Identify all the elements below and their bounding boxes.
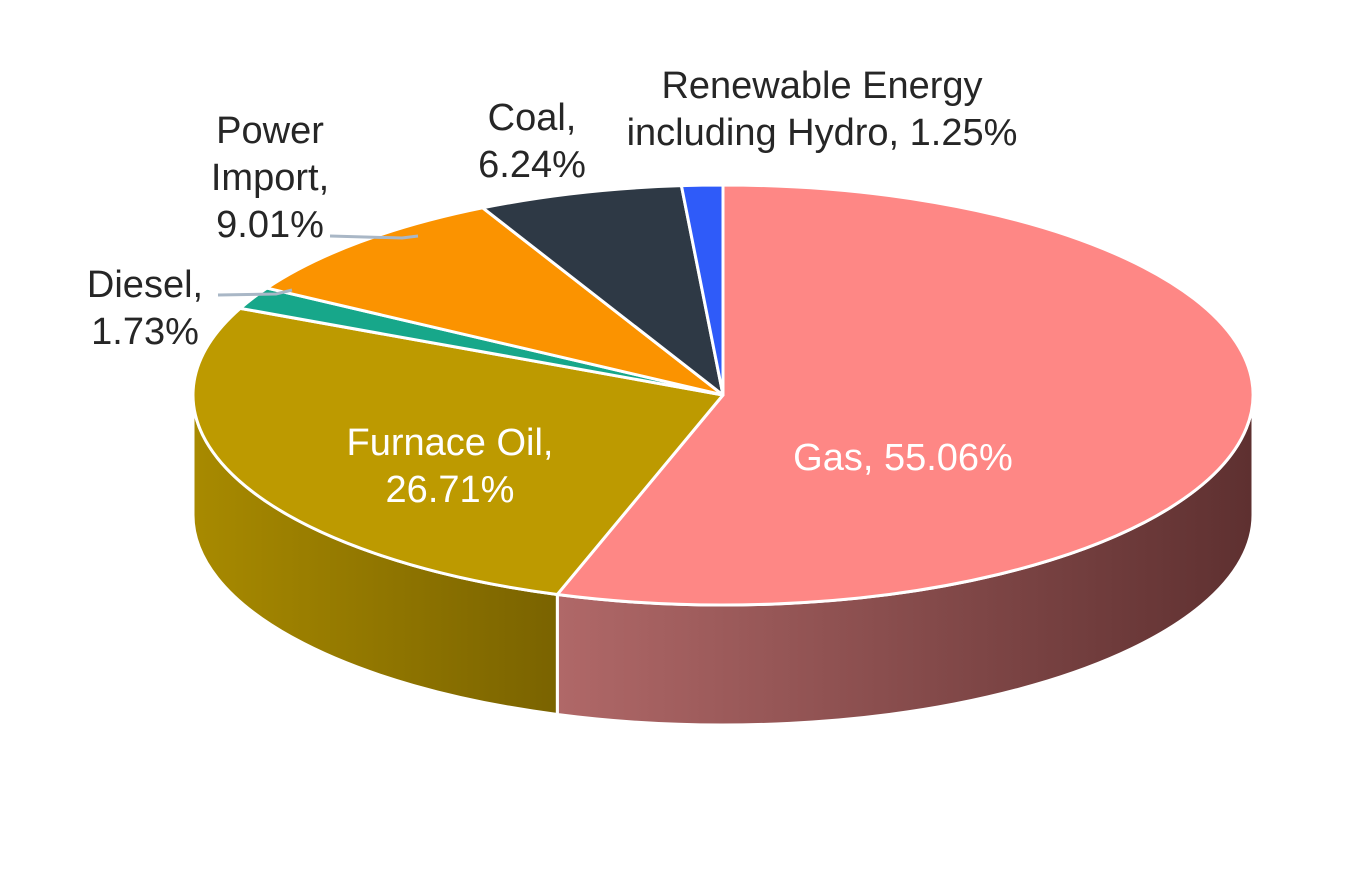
data-label-diesel: Diesel, 1.73% bbox=[87, 264, 203, 353]
data-label-furnace-oil: Furnace Oil, 26.71% bbox=[347, 422, 554, 511]
leader-lines bbox=[217, 234, 419, 297]
data-label-furnace-oil-line: Furnace Oil, bbox=[347, 422, 554, 464]
pie-slice-furnace-oil bbox=[191, 306, 725, 596]
data-label-diesel-line: 1.73% bbox=[91, 311, 199, 353]
pie-slice-gas bbox=[555, 183, 1255, 607]
data-label-power-import: Power Import, 9.01% bbox=[211, 110, 329, 246]
data-label-renewable-energy-line: including Hydro, 1.25% bbox=[627, 112, 1018, 154]
data-label-power-import-line: Import, bbox=[211, 157, 329, 199]
data-label-power-import-line: 9.01% bbox=[216, 204, 324, 246]
pie-slice-coal bbox=[481, 184, 725, 397]
data-label-furnace-oil-line: 26.71% bbox=[386, 469, 515, 511]
data-label-coal-line: Coal, bbox=[488, 97, 577, 139]
data-label-diesel-line: Diesel, bbox=[87, 264, 203, 306]
data-label-gas-line: Gas, 55.06% bbox=[793, 437, 1013, 479]
data-label-power-import-line: Power bbox=[216, 110, 324, 152]
pie-slices bbox=[191, 183, 1255, 607]
data-labels: Gas, 55.06% Furnace Oil, 26.71% Diesel, 1.73… bbox=[87, 65, 1017, 511]
data-label-renewable-energy: Renewable Energy including Hydro, 1.25% bbox=[627, 65, 1018, 154]
leader-line-diesel bbox=[217, 288, 293, 297]
leader-line-power-import bbox=[329, 234, 419, 240]
data-label-coal-line: 6.24% bbox=[478, 144, 586, 186]
data-label-coal: Coal, 6.24% bbox=[478, 97, 586, 186]
pie-slice-power-import bbox=[265, 206, 725, 397]
pie-slice-renewable-energy bbox=[679, 183, 725, 397]
data-label-gas: Gas, 55.06% bbox=[793, 437, 1013, 479]
data-label-renewable-energy-line: Renewable Energy bbox=[661, 65, 982, 107]
